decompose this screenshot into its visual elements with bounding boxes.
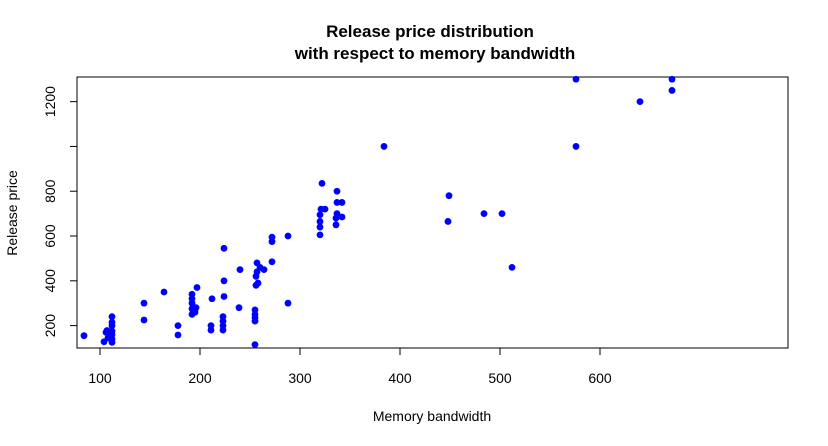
data-point <box>338 199 346 206</box>
y-tick-label: 800 <box>42 179 58 203</box>
x-tick-label: 600 <box>588 370 612 386</box>
data-point <box>174 331 182 339</box>
data-point <box>108 327 116 335</box>
data-point <box>192 304 200 312</box>
data-point <box>220 277 228 285</box>
data-point <box>220 293 228 300</box>
x-tick-label: 400 <box>388 370 412 386</box>
data-point <box>284 232 292 240</box>
data-point <box>444 218 452 225</box>
data-point <box>332 221 340 229</box>
data-point <box>103 327 111 334</box>
data-point <box>338 213 346 221</box>
x-axis-label: Memory bandwidth <box>373 408 491 424</box>
data-point <box>636 98 644 106</box>
y-axis-label: Release price <box>4 170 20 256</box>
x-tick-label: 100 <box>88 370 112 386</box>
data-point <box>380 143 388 150</box>
data-point <box>498 210 506 218</box>
data-point <box>668 87 676 94</box>
x-axis: 100 200 300 400 500 600 <box>88 347 612 386</box>
data-point <box>284 299 292 307</box>
y-tick-label: 200 <box>42 314 58 338</box>
x-tick-label: 500 <box>488 370 512 386</box>
data-point <box>207 322 215 330</box>
data-point <box>572 75 580 83</box>
y-axis: 200 400 600 800 1200 <box>42 86 78 338</box>
y-tick-label: 600 <box>42 224 58 248</box>
data-point <box>480 210 488 218</box>
y-tick-label: 400 <box>42 269 58 293</box>
chart-title-line-1: Release price distribution <box>326 22 534 41</box>
data-point <box>318 179 326 187</box>
data-point <box>140 299 148 307</box>
data-point <box>268 233 276 241</box>
y-tick-label: 1200 <box>42 86 58 117</box>
data-point <box>333 187 341 195</box>
data-point <box>316 223 324 231</box>
data-point <box>333 199 341 206</box>
data-point <box>254 279 262 287</box>
data-point <box>108 313 116 321</box>
data-point <box>160 288 168 296</box>
data-points <box>80 75 676 349</box>
data-point <box>508 263 516 271</box>
data-point <box>193 284 201 291</box>
data-point <box>572 143 580 150</box>
data-point <box>208 295 216 303</box>
data-point <box>236 266 244 274</box>
x-tick-label: 200 <box>188 370 212 386</box>
data-point <box>108 318 116 326</box>
plot-frame <box>76 76 789 349</box>
data-point <box>260 266 268 274</box>
data-point <box>140 316 148 324</box>
data-point <box>174 322 182 330</box>
data-point <box>321 205 329 213</box>
data-point <box>251 341 259 349</box>
x-tick-label: 300 <box>288 370 312 386</box>
chart-title-line-2: with respect to memory bandwidth <box>294 44 576 63</box>
data-point <box>220 244 228 252</box>
data-point <box>219 313 227 321</box>
data-point <box>316 211 324 219</box>
data-point <box>268 258 276 266</box>
data-point <box>668 75 676 83</box>
data-point <box>235 304 243 312</box>
data-point <box>445 192 453 200</box>
data-point <box>333 210 341 218</box>
data-point <box>188 290 196 298</box>
data-point <box>251 306 259 314</box>
data-point <box>80 332 88 340</box>
data-point <box>316 231 324 239</box>
data-point <box>316 218 324 225</box>
